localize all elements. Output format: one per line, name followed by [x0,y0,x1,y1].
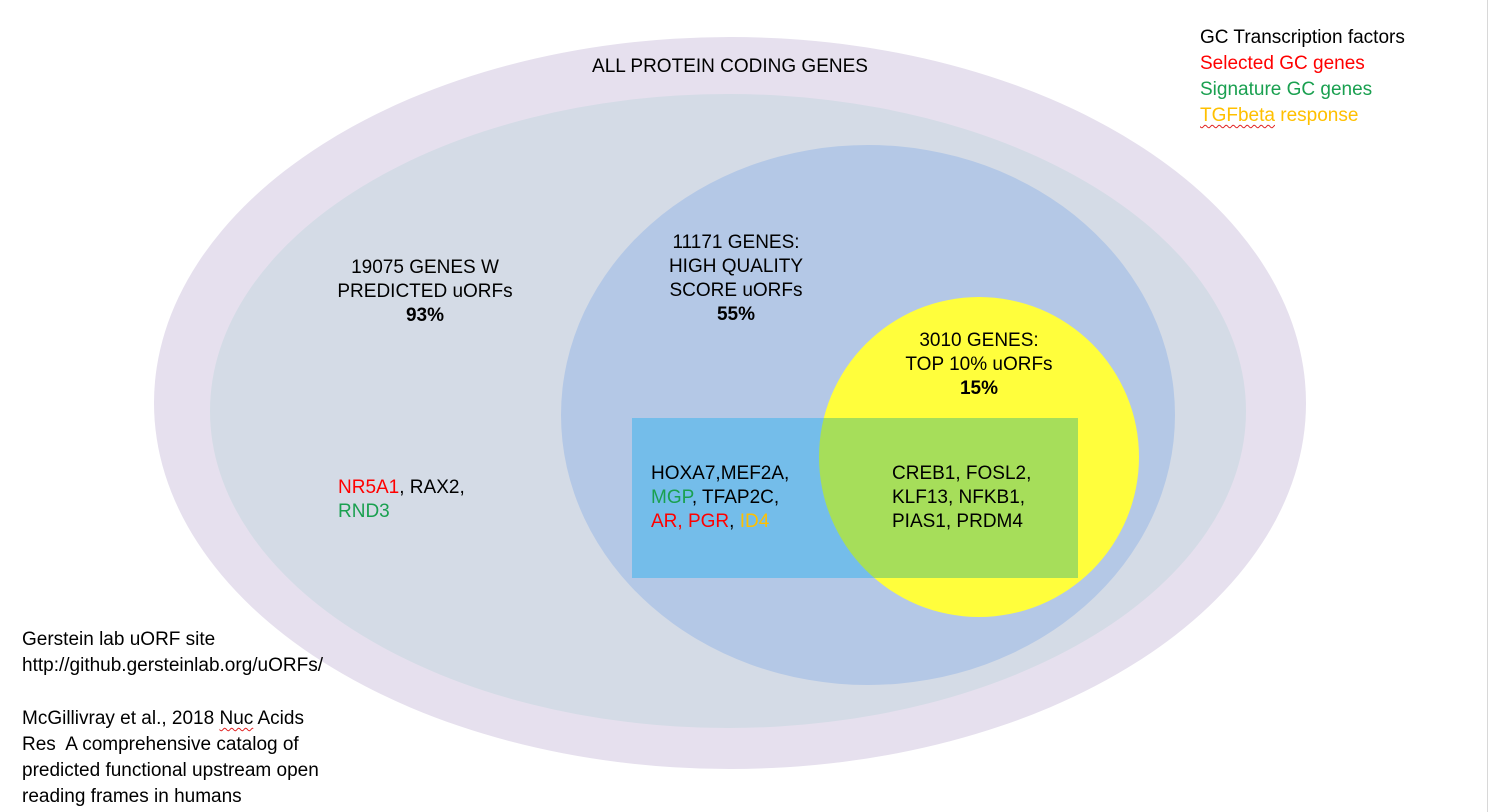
inner-line1: 3010 GENES: [919,330,1039,351]
site-reference: Gerstein lab uORF site http://github.ger… [22,627,323,679]
inner-line2: TOP 10% uORFs [905,354,1053,375]
citation-nuc: Nuc [219,708,254,729]
overlap-genes: CREB1, FOSL2, KLF13, NFKB1, PIAS1, PRDM4 [892,462,1031,534]
middle-line2: HIGH QUALITY [668,256,804,277]
citation: McGillivray et al., 2018 Nuc Acids Res A… [22,706,319,810]
middle-line1: 11171 GENES: [672,232,800,253]
legend-selected: Selected GC genes [1200,53,1365,74]
middle-pct: 55% [716,304,756,325]
gene-sep: , [729,511,740,532]
gene-id4: ID4 [739,511,770,532]
page-edge-line [1487,0,1500,812]
gene-ar-pgr: AR, PGR [651,511,730,532]
legend: GC Transcription factors Selected GC gen… [1200,25,1405,129]
site-url[interactable]: http://github.gersteinlab.org/uORFs/ [22,655,323,676]
inner-pct: 15% [959,378,999,399]
diagram-title: ALL PROTEIN CODING GENES [592,56,868,77]
gene-tfap2c: , TFAP2C, [691,487,780,508]
gene-nr5a1: NR5A1 [338,477,400,498]
middle-line3: SCORE uORFs [669,280,803,301]
mid-genes-line1: HOXA7,MEF2A, [651,463,790,484]
citation-authors: McGillivray et al., 2018 [22,708,220,729]
outer-pct: 93% [405,305,445,326]
citation-acids: Acids [253,708,304,729]
gene-mgp: MGP [651,487,692,508]
mid-genes: HOXA7,MEF2A, MGP, TFAP2C, AR, PGR, ID4 [651,462,789,534]
legend-tf: GC Transcription factors [1200,27,1405,48]
outer-line2: PREDICTED uORFs [337,281,513,302]
citation-line2: Res A comprehensive catalog of [22,734,299,755]
outer-genes: NR5A1, RAX2, RND3 [338,476,465,524]
outer-line1: 19075 GENES W [351,257,499,278]
overlap-line2: KLF13, NFKB1, [892,487,1026,508]
legend-signature: Signature GC genes [1200,79,1373,100]
overlap-line1: CREB1, FOSL2, [892,463,1032,484]
overlap-line3: PIAS1, PRDM4 [892,511,1023,532]
gene-rnd3: RND3 [338,501,390,522]
citation-line4: reading frames in humans [22,786,242,807]
outer-set-label: 19075 GENES W PREDICTED uORFs 93% [300,256,550,328]
gene-rax2: , RAX2, [399,477,465,498]
inner-set-label: 3010 GENES: TOP 10% uORFs 15% [870,329,1088,401]
middle-set-label: 11171 GENES: HIGH QUALITY SCORE uORFs 55… [620,231,852,327]
legend-tgfbeta-word: TGFbeta [1200,105,1275,126]
site-label: Gerstein lab uORF site [22,629,216,650]
legend-tgfbeta-rest: response [1274,105,1359,126]
citation-line3: predicted functional upstream open [22,760,319,781]
legend-tgfbeta: TGFbeta response [1200,103,1405,129]
overlap-region [819,418,1078,578]
